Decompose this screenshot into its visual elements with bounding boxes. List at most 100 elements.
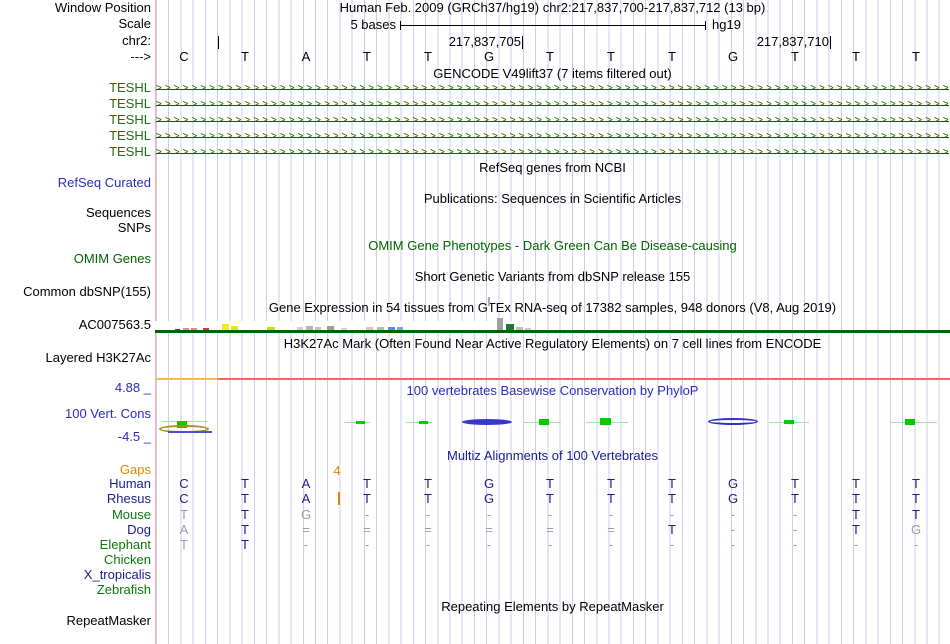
species-label-x_tropicalis[interactable]: X_tropicalis bbox=[83, 567, 151, 582]
alignment-base: T bbox=[424, 476, 432, 491]
h3k27ac-track-title[interactable]: H3K27Ac Mark (Often Found Near Active Re… bbox=[283, 336, 822, 351]
alignment-base: T bbox=[791, 476, 799, 491]
alignment-base: - bbox=[425, 537, 431, 552]
sequences-label[interactable]: Sequences bbox=[85, 205, 151, 220]
species-label-human[interactable]: Human bbox=[109, 476, 151, 491]
conservation-max-label: 4.88 _ bbox=[114, 380, 151, 395]
alignment-base: - bbox=[730, 522, 736, 537]
base-letter: A bbox=[301, 49, 311, 64]
species-label-zebrafish[interactable]: Zebrafish bbox=[96, 582, 151, 597]
base-letter: C bbox=[179, 49, 189, 64]
alignment-base: - bbox=[425, 507, 431, 522]
base-letter: G bbox=[727, 49, 739, 64]
scale-bases-value: 5 bases bbox=[350, 17, 396, 32]
gtex-barchart-background bbox=[155, 321, 535, 331]
gencode-transcript-arrows[interactable]: >>>>>>>>>>>>>>>>>>>>>>>>>>>>>>>>>>>>>>>>… bbox=[156, 129, 949, 145]
alignment-base: T bbox=[852, 522, 860, 537]
gencode-item-label[interactable]: TESHL bbox=[109, 144, 151, 159]
refseq-curated-label[interactable]: RefSeq Curated bbox=[57, 175, 151, 190]
refseq-track-title[interactable]: RefSeq genes from NCBI bbox=[479, 160, 626, 175]
alignment-base: T bbox=[241, 491, 249, 506]
alignment-base: C bbox=[179, 491, 189, 506]
alignment-base: A bbox=[179, 522, 189, 537]
gtex-gene-model-line[interactable] bbox=[155, 330, 950, 333]
base-letter: G bbox=[483, 49, 495, 64]
alignment-base: = bbox=[546, 522, 554, 537]
gencode-item-label[interactable]: TESHL bbox=[109, 112, 151, 127]
gaps-label[interactable]: Gaps bbox=[119, 462, 151, 477]
alignment-base: T bbox=[241, 522, 249, 537]
conservation-mark bbox=[539, 419, 549, 425]
alignment-base: T bbox=[912, 491, 920, 506]
scale-label: Scale bbox=[118, 16, 151, 31]
publications-track-title[interactable]: Publications: Sequences in Scientific Ar… bbox=[423, 191, 682, 206]
layered-h3k27ac-label[interactable]: Layered H3K27Ac bbox=[45, 350, 151, 365]
gtex-gene-label[interactable]: AC007563.5 bbox=[78, 317, 151, 332]
gencode-item-label[interactable]: TESHL bbox=[109, 96, 151, 111]
snps-label[interactable]: SNPs bbox=[117, 220, 151, 235]
alignment-base: T bbox=[180, 537, 188, 552]
coordinate-left-tick bbox=[522, 36, 523, 49]
conservation-min-label: -4.5 _ bbox=[117, 429, 151, 444]
alignment-base: T bbox=[912, 476, 920, 491]
alignment-base: G bbox=[727, 491, 739, 506]
conservation-mark bbox=[419, 421, 428, 424]
alignment-base: = bbox=[607, 522, 615, 537]
species-label-dog[interactable]: Dog bbox=[127, 522, 151, 537]
gencode-item-label[interactable]: TESHL bbox=[109, 80, 151, 95]
gencode-track-title[interactable]: GENCODE V49lift37 (7 items filtered out) bbox=[433, 66, 672, 81]
base-letter: T bbox=[607, 49, 615, 64]
repeatmasker-label[interactable]: RepeatMasker bbox=[66, 613, 151, 628]
base-letter: T bbox=[912, 49, 920, 64]
gtex-gene-tick bbox=[488, 297, 490, 306]
repeatmasker-track-title[interactable]: Repeating Elements by RepeatMasker bbox=[441, 599, 664, 614]
alignment-base: - bbox=[303, 537, 309, 552]
dbsnp-track-title[interactable]: Short Genetic Variants from dbSNP releas… bbox=[414, 269, 691, 284]
base-letter: T bbox=[363, 49, 371, 64]
multiz-track-title[interactable]: Multiz Alignments of 100 Vertebrates bbox=[446, 448, 658, 463]
gap-count: 4 bbox=[333, 463, 341, 478]
vert-cons-label[interactable]: 100 Vert. Cons bbox=[65, 406, 151, 421]
alignment-base: - bbox=[669, 507, 675, 522]
gtex-tissue-bar bbox=[497, 318, 503, 331]
alignment-base: - bbox=[853, 537, 859, 552]
alignment-base: A bbox=[301, 491, 311, 506]
gtex-tissue-bar bbox=[222, 324, 229, 331]
gencode-transcript-arrows[interactable]: >>>>>>>>>>>>>>>>>>>>>>>>>>>>>>>>>>>>>>>>… bbox=[156, 81, 949, 97]
alignment-base: T bbox=[180, 507, 188, 522]
species-label-rhesus[interactable]: Rhesus bbox=[106, 491, 151, 506]
alignment-base: T bbox=[363, 491, 371, 506]
phylop-track-title[interactable]: 100 vertebrates Basewise Conservation by… bbox=[406, 383, 699, 398]
species-label-mouse[interactable]: Mouse bbox=[111, 507, 151, 522]
gencode-transcript-arrows[interactable]: >>>>>>>>>>>>>>>>>>>>>>>>>>>>>>>>>>>>>>>>… bbox=[156, 97, 949, 113]
gencode-transcript-arrows[interactable]: >>>>>>>>>>>>>>>>>>>>>>>>>>>>>>>>>>>>>>>>… bbox=[156, 113, 949, 129]
gtex-tissue-bar bbox=[525, 328, 531, 331]
alignment-base: = bbox=[485, 522, 493, 537]
alignment-base: T bbox=[852, 476, 860, 491]
species-label-chicken[interactable]: Chicken bbox=[104, 552, 151, 567]
omim-genes-label[interactable]: OMIM Genes bbox=[73, 251, 151, 266]
species-label-elephant[interactable]: Elephant bbox=[99, 537, 151, 552]
conservation-mark bbox=[784, 420, 794, 424]
alignment-base: - bbox=[730, 507, 736, 522]
alignment-base: G bbox=[483, 491, 495, 506]
gencode-item-label[interactable]: TESHL bbox=[109, 128, 151, 143]
alignment-base: T bbox=[668, 491, 676, 506]
gtex-tissue-bar bbox=[327, 326, 334, 331]
gencode-transcript-arrows[interactable]: >>>>>>>>>>>>>>>>>>>>>>>>>>>>>>>>>>>>>>>>… bbox=[156, 145, 949, 161]
gtex-tissue-bar bbox=[183, 328, 189, 331]
alignment-base: - bbox=[547, 537, 553, 552]
position-title: Human Feb. 2009 (GRCh37/hg19) chr2:217,8… bbox=[339, 0, 766, 15]
scale-ruler bbox=[400, 25, 706, 26]
ruler-tick bbox=[218, 36, 219, 49]
gtex-track-title[interactable]: Gene Expression in 54 tissues from GTEx … bbox=[268, 300, 837, 315]
h3k27ac-signal-orange bbox=[155, 378, 218, 380]
gtex-tissue-bar bbox=[191, 328, 197, 331]
gtex-tissue-bar bbox=[341, 328, 347, 331]
conservation-mark bbox=[356, 421, 365, 424]
omim-track-title[interactable]: OMIM Gene Phenotypes - Dark Green Can Be… bbox=[368, 238, 737, 253]
coordinate-right-tick bbox=[830, 36, 831, 49]
assembly-label: hg19 bbox=[712, 17, 741, 32]
common-dbsnp-label[interactable]: Common dbSNP(155) bbox=[23, 284, 151, 299]
gtex-tissue-bar bbox=[306, 326, 313, 331]
